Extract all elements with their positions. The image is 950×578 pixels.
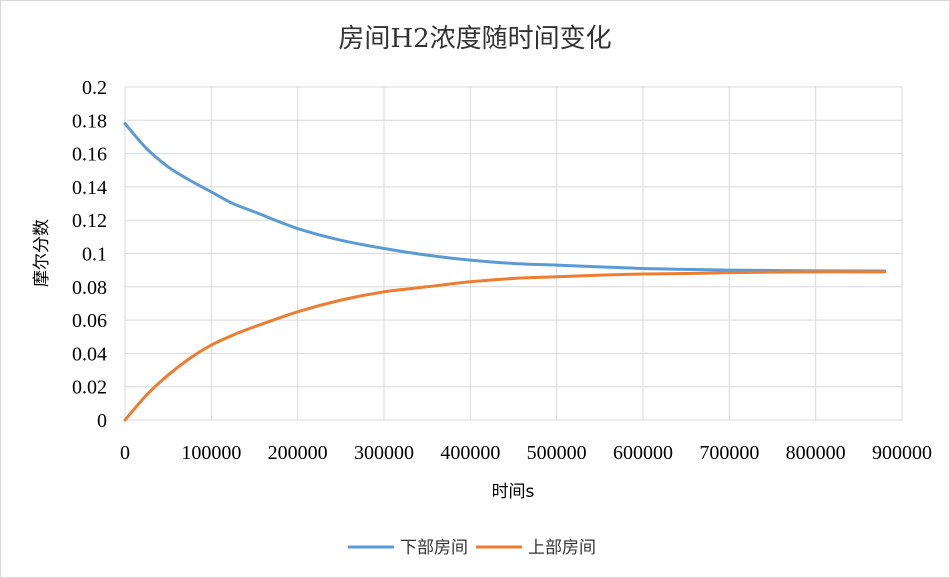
axis-ticks: 0 0.02 0.04 0.06 0.08 0.1 0.12 0.14 0.16 0.18 0.2 0… [72,77,932,464]
x-tick-label: 0 [120,442,130,464]
x-tick-label: 600000 [613,442,673,464]
x-tick-label: 200000 [268,442,328,464]
y-tick-label: 0 [97,410,107,432]
x-tick-label: 100000 [181,442,241,464]
x-tick-label: 900000 [872,442,932,464]
x-axis-label: 时间s [492,482,535,502]
series-lines [123,122,887,422]
x-tick-label: 300000 [354,442,414,464]
series-line-2 [123,270,887,422]
x-tick-label: 700000 [699,442,759,464]
y-tick-label: 0.16 [72,144,107,166]
legend-label-2: 上部房间 [528,538,596,558]
y-tick-label: 0.2 [82,77,107,99]
y-tick-label: 0.1 [82,244,107,266]
y-tick-label: 0.18 [72,110,107,132]
y-tick-label: 0.02 [72,377,107,399]
gridlines [124,86,903,421]
chart-title: 房间H2浓度随时间变化 [338,24,611,54]
x-tick-label: 400000 [440,442,500,464]
y-tick-label: 0.14 [72,177,107,199]
x-tick-label: 800000 [786,442,846,464]
x-tick-label: 500000 [527,442,587,464]
y-tick-label: 0.12 [72,210,107,232]
y-axis-label: 摩尔分数 [32,219,52,287]
legend-label-1: 下部房间 [400,538,468,558]
y-tick-label: 0.08 [72,277,107,299]
series-line-1 [123,122,887,273]
y-tick-label: 0.06 [72,310,107,332]
y-tick-label: 0.04 [72,343,107,365]
legend: 下部房间 上部房间 [348,538,596,558]
